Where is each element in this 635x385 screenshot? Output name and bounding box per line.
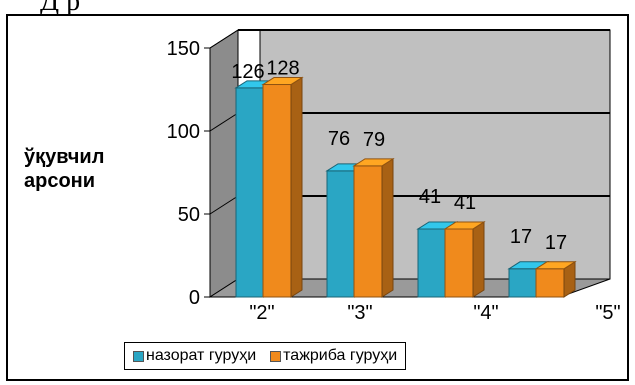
bar-front: [535, 268, 565, 298]
data-label: 76: [328, 128, 350, 150]
y-tick-label: 150: [167, 38, 200, 60]
x-tick-label: "3": [347, 302, 372, 324]
data-label: 17: [510, 226, 532, 248]
bar-top: [443, 221, 486, 230]
bar-side: [381, 157, 394, 298]
bar-front: [353, 165, 383, 298]
y-tick-label: 50: [178, 204, 200, 226]
bar-top: [352, 158, 395, 167]
bar-front: [235, 87, 265, 298]
bar-front: [326, 170, 356, 298]
gridline-side: [209, 195, 239, 215]
legend-swatch-experiment: [270, 350, 282, 362]
data-label: 17: [545, 232, 567, 254]
legend-label-control: назорат гуруҳи: [146, 347, 257, 364]
header-text-fragment: Д р: [40, 0, 81, 17]
gridline-side: [209, 112, 239, 132]
legend-label-experiment: тажриба гуруҳи: [283, 347, 398, 364]
chart-legend: назорат гуруҳи тажриба гуруҳи: [124, 342, 407, 370]
y-axis-label: ўқувчил арсони: [24, 146, 105, 192]
bar-front: [417, 228, 447, 298]
chart-frame: [6, 14, 629, 381]
x-tick-label: "2": [249, 302, 274, 324]
bar-front: [508, 268, 538, 298]
x-tick-label: "5": [595, 302, 620, 324]
bar-side: [290, 76, 303, 298]
data-label: 41: [419, 186, 441, 208]
y-tick-label: 0: [189, 287, 200, 309]
legend-swatch-control: [133, 350, 144, 362]
bar-top: [534, 261, 577, 270]
bar-top: [261, 77, 304, 86]
data-label: 128: [266, 58, 299, 80]
data-label: 79: [363, 129, 385, 151]
legend-item-experiment: тажриба гуруҳи: [270, 347, 397, 365]
data-label: 41: [454, 192, 476, 214]
bar-front: [444, 228, 474, 298]
gridline-side: [209, 29, 239, 49]
legend-item-control: назорат гуруҳи: [133, 347, 256, 365]
x-tick-label: "4": [473, 302, 498, 324]
bar-side: [472, 221, 485, 298]
y-tick-label: 100: [167, 121, 200, 143]
bar-front: [262, 84, 292, 298]
data-label: 126: [231, 61, 264, 83]
